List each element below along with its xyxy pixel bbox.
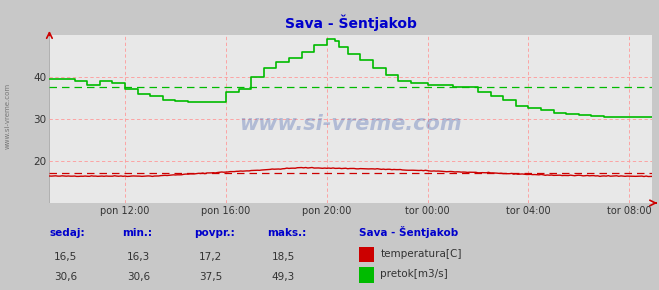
Text: min.:: min.: (122, 228, 152, 238)
Text: www.si-vreme.com: www.si-vreme.com (5, 83, 11, 149)
Text: sedaj:: sedaj: (49, 228, 85, 238)
Text: 37,5: 37,5 (199, 272, 223, 282)
Text: 30,6: 30,6 (54, 272, 78, 282)
Text: www.si-vreme.com: www.si-vreme.com (240, 114, 462, 134)
Text: temperatura[C]: temperatura[C] (380, 249, 462, 259)
Text: pretok[m3/s]: pretok[m3/s] (380, 269, 448, 279)
Text: 30,6: 30,6 (127, 272, 150, 282)
Text: maks.:: maks.: (267, 228, 306, 238)
Text: 16,3: 16,3 (127, 251, 150, 262)
Text: povpr.:: povpr.: (194, 228, 235, 238)
Text: Sava - Šentjakob: Sava - Šentjakob (359, 226, 459, 238)
Title: Sava - Šentjakob: Sava - Šentjakob (285, 14, 417, 31)
Text: 18,5: 18,5 (272, 251, 295, 262)
Text: 49,3: 49,3 (272, 272, 295, 282)
Text: 16,5: 16,5 (54, 251, 78, 262)
Text: 17,2: 17,2 (199, 251, 223, 262)
